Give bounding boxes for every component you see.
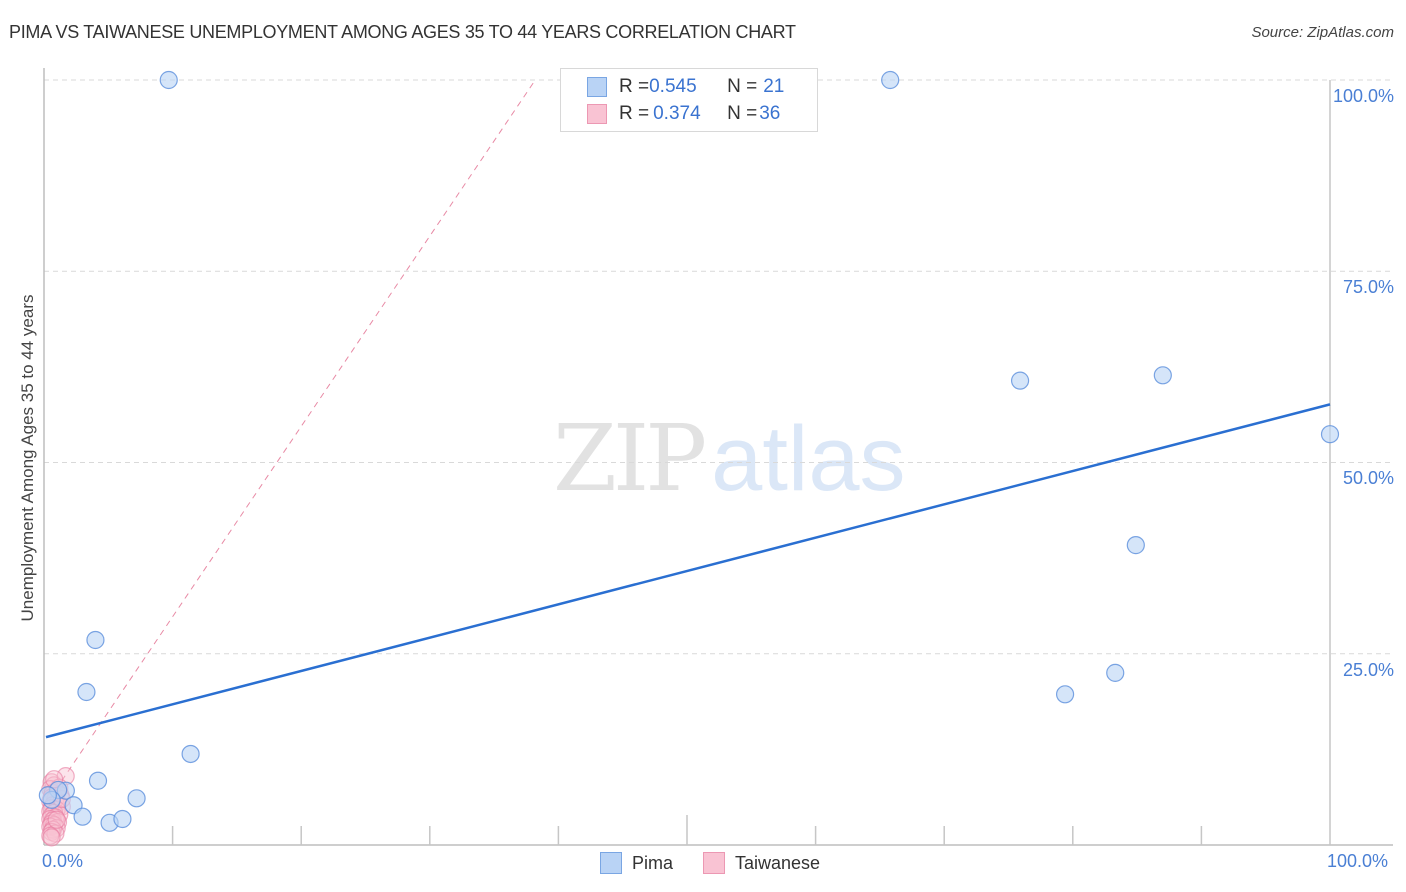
pima-swatch-icon [600, 852, 622, 874]
taiwanese-swatch-icon [587, 104, 607, 124]
pima-swatch-icon [587, 77, 607, 97]
pima-r-value: 0.545 [649, 76, 697, 97]
taiwanese-r-value: 0.374 [653, 103, 701, 124]
legend-label-taiwanese: Taiwanese [735, 852, 821, 873]
pima-trend-line [45, 403, 1331, 739]
pima-point [181, 744, 200, 764]
legend-label-pima: Pima [632, 852, 674, 873]
legend-item-pima[interactable]: Pima [600, 852, 673, 874]
taiwanese-swatch-icon [703, 852, 726, 874]
pima-point [1055, 685, 1075, 704]
pima-point [1126, 536, 1145, 555]
pima-point [1320, 425, 1340, 444]
y-tick-100: 100.0% [1332, 86, 1394, 106]
legend-item-taiwanese[interactable]: Taiwanese [703, 852, 820, 874]
pima-point [77, 682, 96, 702]
taiwanese-point [42, 828, 61, 847]
y-tick-25: 25.0% [1342, 660, 1394, 680]
series-legend: Pima Taiwanese [600, 852, 850, 874]
r-label: R = [619, 103, 650, 124]
r-label: R = [619, 76, 650, 97]
axes [43, 68, 1393, 846]
taiwanese-trend-line [55, 79, 536, 791]
n-label: N = [727, 76, 758, 97]
x-tick-0: 0.0% [42, 851, 84, 871]
data-points [38, 70, 1340, 847]
x-tick-100: 100.0% [1327, 851, 1389, 871]
n-label: N = [727, 103, 758, 124]
chart-title: PIMA VS TAIWANESE UNEMPLOYMENT AMONG AGE… [9, 22, 796, 42]
stats-row-pima: R = 0.545 N = 21 [587, 74, 784, 100]
pima-point [159, 70, 178, 90]
y-axis-label: Unemployment Among Ages 35 to 44 years [18, 294, 37, 622]
stats-row-taiwanese: R = 0.374 N = 36 [587, 101, 780, 127]
taiwanese-n-value: 36 [759, 103, 781, 124]
y-tick-50: 50.0% [1342, 468, 1394, 488]
pima-point [113, 809, 132, 829]
pima-n-value: 21 [763, 76, 785, 97]
trend-lines [45, 79, 1331, 791]
y-tick-75: 75.0% [1342, 277, 1394, 297]
pima-point [73, 807, 92, 826]
pima-point [86, 630, 105, 650]
pima-point [1106, 663, 1125, 682]
pima-point [88, 771, 108, 790]
pima-point [881, 70, 900, 90]
pima-point [1153, 366, 1172, 385]
pima-point [38, 786, 57, 805]
source-label: Source: ZipAtlas.com [1251, 24, 1394, 41]
gridlines [44, 79, 1393, 655]
pima-point [127, 789, 146, 808]
taiwanese-point [47, 810, 66, 829]
stats-legend: R = 0.545 N = 21 R = 0.374 N = 36 [560, 68, 818, 132]
pima-point [1010, 371, 1030, 390]
